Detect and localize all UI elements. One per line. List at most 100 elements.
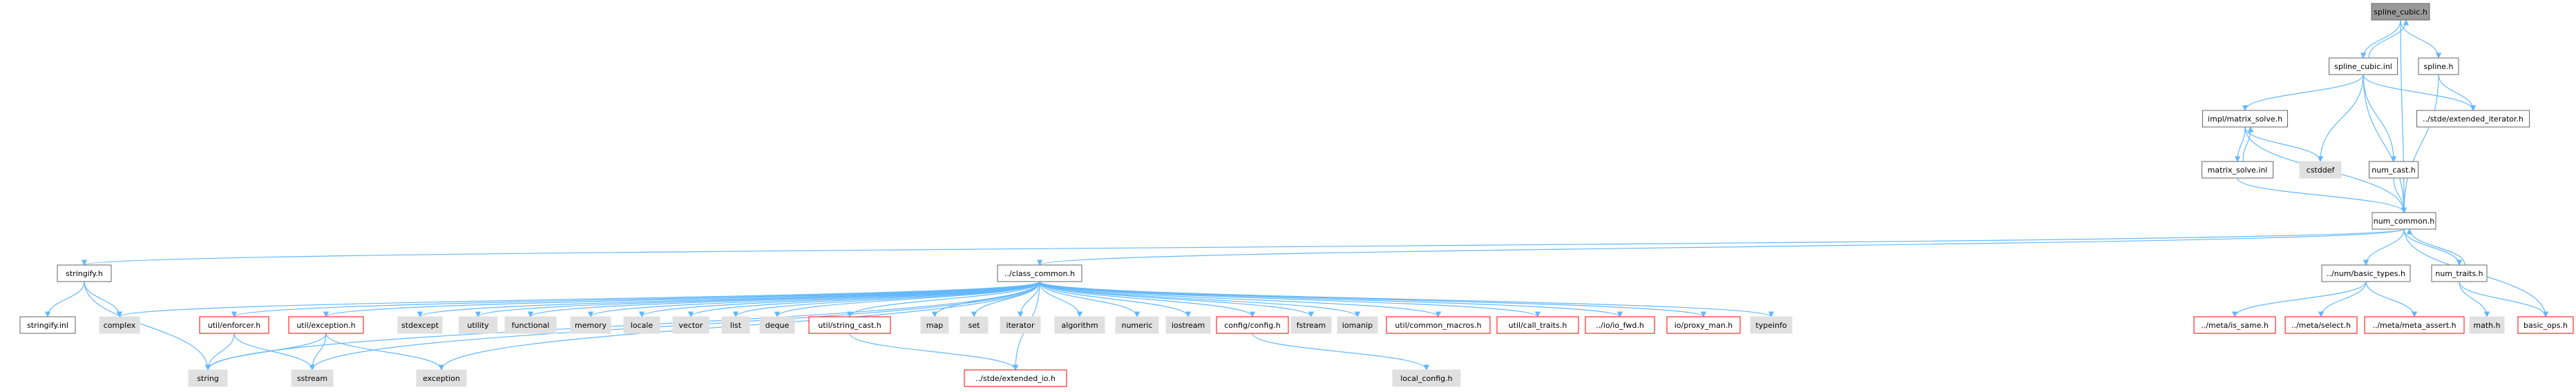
node-config-config-h[interactable]: config/config.h bbox=[1216, 316, 1289, 334]
edge-config_config_h-to-local_config_h bbox=[1252, 333, 1430, 371]
node-box bbox=[2431, 264, 2488, 282]
node-box bbox=[1585, 316, 1655, 334]
edge-class_common_h-to-util_call_traits_h bbox=[1039, 281, 1540, 317]
node-class-common-h[interactable]: ../class_common.h bbox=[997, 264, 1082, 282]
edge-class_common_h-to-util_common_macros_h bbox=[1039, 281, 1442, 317]
node-spline-cubic-inl[interactable]: spline_cubic.inl bbox=[2329, 57, 2398, 75]
node-box bbox=[2193, 316, 2276, 334]
node-box bbox=[188, 369, 228, 387]
edge-stringify_h-to-string bbox=[84, 281, 211, 371]
node-label: complex bbox=[104, 321, 136, 330]
node-box bbox=[808, 316, 891, 334]
edge-class_common_h-to-iomanip bbox=[1039, 281, 1361, 317]
node-label: num_traits.h bbox=[2435, 269, 2483, 278]
edge-spline_cubic_h-to-num_common_h bbox=[2400, 19, 2407, 213]
edge-matrix_solve_inl-to-num_common_h bbox=[2237, 177, 2407, 213]
node-box bbox=[1392, 369, 1461, 387]
edge-num_common_h-to-num_basic_types_h bbox=[2363, 228, 2405, 266]
node-label: iostream bbox=[1172, 321, 1205, 330]
node-stde-extended-io-h[interactable]: ../stde/extended_io.h bbox=[964, 369, 1067, 387]
node-io-proxy-man-h[interactable]: io/proxy_man.h bbox=[1666, 316, 1741, 334]
node-util-call-traits-h[interactable]: util/call_traits.h bbox=[1496, 316, 1579, 334]
node-box bbox=[2371, 3, 2430, 21]
node-box bbox=[2202, 110, 2288, 128]
node-label: util/enforcer.h bbox=[208, 321, 261, 330]
node-util-exception-h[interactable]: util/exception.h bbox=[288, 316, 364, 334]
node-label: string bbox=[197, 374, 219, 383]
edge-stringify_h-to-stringify_inl bbox=[44, 281, 85, 317]
edge-spline_cubic_inl-to-cstddef bbox=[2317, 74, 2364, 162]
node-spline-h[interactable]: spline.h bbox=[2418, 57, 2459, 75]
node-label: exception bbox=[423, 374, 460, 383]
edge-class_common_h-to-set bbox=[971, 281, 1040, 317]
edge-spline_cubic_h-to-spline_cubic_inl bbox=[2360, 19, 2401, 59]
edge-num_cast_h-to-num_common_h bbox=[2393, 177, 2407, 213]
node-box bbox=[672, 316, 709, 334]
node-stringify-inl[interactable]: stringify.inl bbox=[19, 316, 76, 334]
node-label: local_config.h bbox=[1400, 374, 1452, 383]
node-io-io-fwd-h[interactable]: ../io/io_fwd.h bbox=[1585, 316, 1655, 334]
node-box bbox=[960, 316, 989, 334]
edge-class_common_h-to-memory bbox=[587, 281, 1040, 317]
node-util-common-macros-h[interactable]: util/common_macros.h bbox=[1386, 316, 1491, 334]
node-impl-matrix-solve-h[interactable]: impl/matrix_solve.h bbox=[2202, 110, 2288, 128]
node-label: num_cast.h bbox=[2372, 166, 2415, 175]
node-label: numeric bbox=[1121, 321, 1152, 330]
node-numeric: numeric bbox=[1115, 316, 1159, 334]
node-label: util/call_traits.h bbox=[1509, 321, 1567, 330]
node-stringify-h[interactable]: stringify.h bbox=[57, 264, 112, 282]
node-meta-is-same-h[interactable]: ../meta/is_same.h bbox=[2193, 316, 2276, 334]
node-string: string bbox=[188, 369, 228, 387]
edge-num_common_h-to-num_traits_h bbox=[2403, 228, 2463, 266]
node-meta-select-h[interactable]: ../meta/select.h bbox=[2284, 316, 2358, 334]
node-num-basic-types-h[interactable]: ../num/basic_types.h bbox=[2321, 264, 2411, 282]
node-label: ../class_common.h bbox=[1004, 269, 1075, 278]
node-label: spline_cubic.h bbox=[2374, 8, 2427, 17]
node-label: stringify.h bbox=[66, 269, 103, 278]
node-label: ../meta/select.h bbox=[2291, 321, 2351, 330]
node-num-traits-h[interactable]: num_traits.h bbox=[2431, 264, 2488, 282]
node-list: list bbox=[721, 316, 750, 334]
node-box bbox=[623, 316, 660, 334]
node-label: num_common.h bbox=[2374, 217, 2435, 226]
edge-num_traits_h-to-basic_ops_h bbox=[2459, 281, 2549, 317]
node-locale: locale bbox=[623, 316, 660, 334]
node-box bbox=[199, 316, 269, 334]
node-label: matrix_solve.inl bbox=[2208, 166, 2268, 175]
edge-class_common_h-to-util_string_cast_h bbox=[846, 281, 1040, 317]
node-label: spline_cubic.inl bbox=[2334, 62, 2392, 71]
edge-num_basic_types_h-to-meta_is_same_h bbox=[2231, 281, 2367, 317]
node-stde-extended-iterator-h[interactable]: ../stde/extended_iterator.h bbox=[2416, 110, 2530, 128]
node-iterator: iterator bbox=[1000, 316, 1041, 334]
node-box bbox=[459, 316, 497, 334]
edges-layer bbox=[44, 19, 2549, 371]
node-box bbox=[2284, 316, 2358, 334]
node-label: math.h bbox=[2473, 321, 2500, 330]
node-label: spline.h bbox=[2423, 62, 2453, 71]
node-box bbox=[19, 316, 76, 334]
node-functional: functional bbox=[504, 316, 557, 334]
nodes-layer: spline_cubic.h spline_cubic.inl spline.h im… bbox=[19, 3, 2574, 387]
node-util-enforcer-h[interactable]: util/enforcer.h bbox=[199, 316, 269, 334]
node-label: algorithm bbox=[1061, 321, 1098, 330]
node-matrix-solve-inl[interactable]: matrix_solve.inl bbox=[2202, 161, 2273, 179]
node-basic-ops-h[interactable]: basic_ops.h bbox=[2517, 316, 2574, 334]
node-label: iomanip bbox=[1342, 321, 1373, 330]
edge-class_common_h-to-config_config_h bbox=[1039, 281, 1256, 317]
node-box bbox=[721, 316, 750, 334]
node-label: ../stde/extended_io.h bbox=[975, 374, 1056, 383]
edge-spline_cubic_inl-to-num_common_h bbox=[2363, 74, 2407, 213]
edge-matrix_solve_inl-to-impl_matrix_solve_h bbox=[2242, 126, 2254, 162]
node-num-cast-h[interactable]: num_cast.h bbox=[2369, 161, 2418, 179]
edge-num_basic_types_h-to-meta_meta_assert_h bbox=[2365, 281, 2418, 317]
node-spline-cubic-h[interactable]: spline_cubic.h bbox=[2371, 3, 2430, 21]
edge-num_basic_types_h-to-meta_select_h bbox=[2318, 281, 2367, 317]
node-label: memory bbox=[575, 321, 607, 330]
node-util-string-cast-h[interactable]: util/string_cast.h bbox=[808, 316, 891, 334]
node-num-common-h[interactable]: num_common.h bbox=[2372, 212, 2436, 230]
node-box bbox=[2416, 110, 2530, 128]
node-meta-meta-assert-h[interactable]: ../meta/meta_assert.h bbox=[2364, 316, 2465, 334]
node-label: set bbox=[969, 321, 980, 330]
node-box bbox=[570, 316, 611, 334]
node-deque: deque bbox=[759, 316, 795, 334]
